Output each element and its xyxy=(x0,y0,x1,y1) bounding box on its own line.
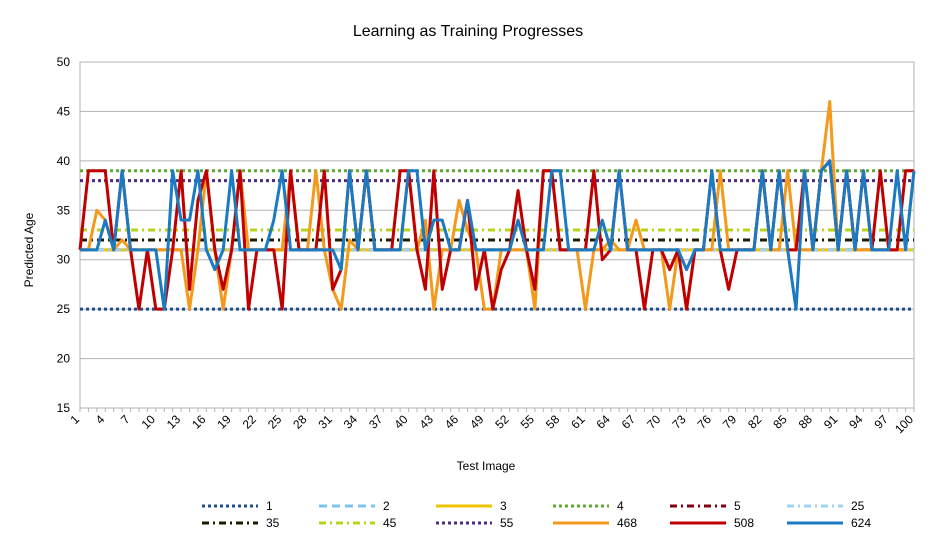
x-tick-label: 16 xyxy=(189,412,209,432)
legend-item: 35 xyxy=(202,516,280,530)
y-tick-label: 45 xyxy=(57,104,71,118)
x-tick-label: 94 xyxy=(846,412,866,432)
x-tick-label: 49 xyxy=(467,412,487,432)
legend-item: 468 xyxy=(553,516,637,530)
legend-label: 3 xyxy=(500,499,507,513)
legend-label: 468 xyxy=(617,516,637,530)
legend-label: 2 xyxy=(383,499,390,513)
x-tick-label: 88 xyxy=(796,412,816,432)
x-axis-title: Test Image xyxy=(457,459,516,473)
y-tick-label: 40 xyxy=(57,154,71,168)
x-tick-label: 55 xyxy=(518,412,538,432)
y-tick-label: 35 xyxy=(57,203,71,217)
x-tick-label: 70 xyxy=(644,412,664,432)
x-axis: 1 4 7 10 13 16 19 22 25 28 31 34 37 40 43 46 49 52 55 58 61 6… xyxy=(67,408,916,436)
series-group xyxy=(78,100,916,311)
x-tick-label: 46 xyxy=(442,412,462,432)
x-tick-label: 7 xyxy=(118,412,133,427)
x-tick-label: 37 xyxy=(366,412,386,432)
x-tick-label: 58 xyxy=(543,412,563,432)
x-tick-label: 40 xyxy=(391,412,411,432)
legend-label: 35 xyxy=(266,516,280,530)
x-tick-label: 91 xyxy=(821,412,841,432)
y-tick-label: 50 xyxy=(57,55,71,69)
y-tick-label: 20 xyxy=(57,352,71,366)
y-tick-label: 30 xyxy=(57,253,71,267)
x-tick-label: 67 xyxy=(619,412,639,432)
plot-area xyxy=(79,61,915,409)
x-tick-label: 22 xyxy=(240,412,260,432)
legend-label: 25 xyxy=(851,499,865,513)
x-tick-label: 64 xyxy=(594,412,614,432)
x-tick-label: 85 xyxy=(770,412,790,432)
x-tick-label: 61 xyxy=(568,412,588,432)
x-tick-label: 13 xyxy=(164,412,184,432)
legend-item: 4 xyxy=(553,499,624,513)
legend-label: 5 xyxy=(734,499,741,513)
x-tick-label: 31 xyxy=(316,412,336,432)
x-tick-label: 97 xyxy=(872,412,892,432)
legend-label: 45 xyxy=(383,516,397,530)
x-tick-label: 76 xyxy=(695,412,715,432)
x-tick-label: 4 xyxy=(93,412,108,427)
legend-item: 508 xyxy=(670,516,754,530)
y-axis: 15 20 25 30 35 40 45 50 xyxy=(57,55,71,415)
series-468-line xyxy=(80,100,916,311)
legend-item: 5 xyxy=(670,499,741,513)
legend-item: 25 xyxy=(787,499,865,513)
x-tick-label: 79 xyxy=(720,412,740,432)
series-624-line xyxy=(80,159,916,311)
legend-item: 1 xyxy=(202,499,273,513)
x-tick-label: 10 xyxy=(139,412,159,432)
legend-label: 4 xyxy=(617,499,624,513)
x-tick-label: 43 xyxy=(417,412,437,432)
x-tick-label: 19 xyxy=(214,412,234,432)
x-tick-label: 28 xyxy=(290,412,310,432)
legend-item: 55 xyxy=(436,516,514,530)
legend-label: 1 xyxy=(266,499,273,513)
legend-label: 624 xyxy=(851,516,871,530)
chart-title: Learning as Training Progresses xyxy=(353,23,583,40)
legend-label: 508 xyxy=(734,516,754,530)
x-tick-label: 82 xyxy=(745,412,765,432)
x-tick-label: 52 xyxy=(492,412,512,432)
legend-item: 45 xyxy=(319,516,397,530)
legend-item: 2 xyxy=(319,499,390,513)
legend-label: 55 xyxy=(500,516,514,530)
plot-border xyxy=(79,61,915,409)
x-tick-label: 100 xyxy=(892,412,916,436)
y-axis-title: Predicted Age xyxy=(22,212,36,287)
x-tick-label: 34 xyxy=(341,412,361,432)
legend-item: 624 xyxy=(787,516,871,530)
x-tick-label: 25 xyxy=(265,412,285,432)
y-tick-label: 25 xyxy=(57,302,71,316)
legend-item: 3 xyxy=(436,499,507,513)
y-tick-label: 15 xyxy=(57,401,71,415)
x-tick-label: 73 xyxy=(669,412,689,432)
x-tick-label: 1 xyxy=(67,412,82,427)
